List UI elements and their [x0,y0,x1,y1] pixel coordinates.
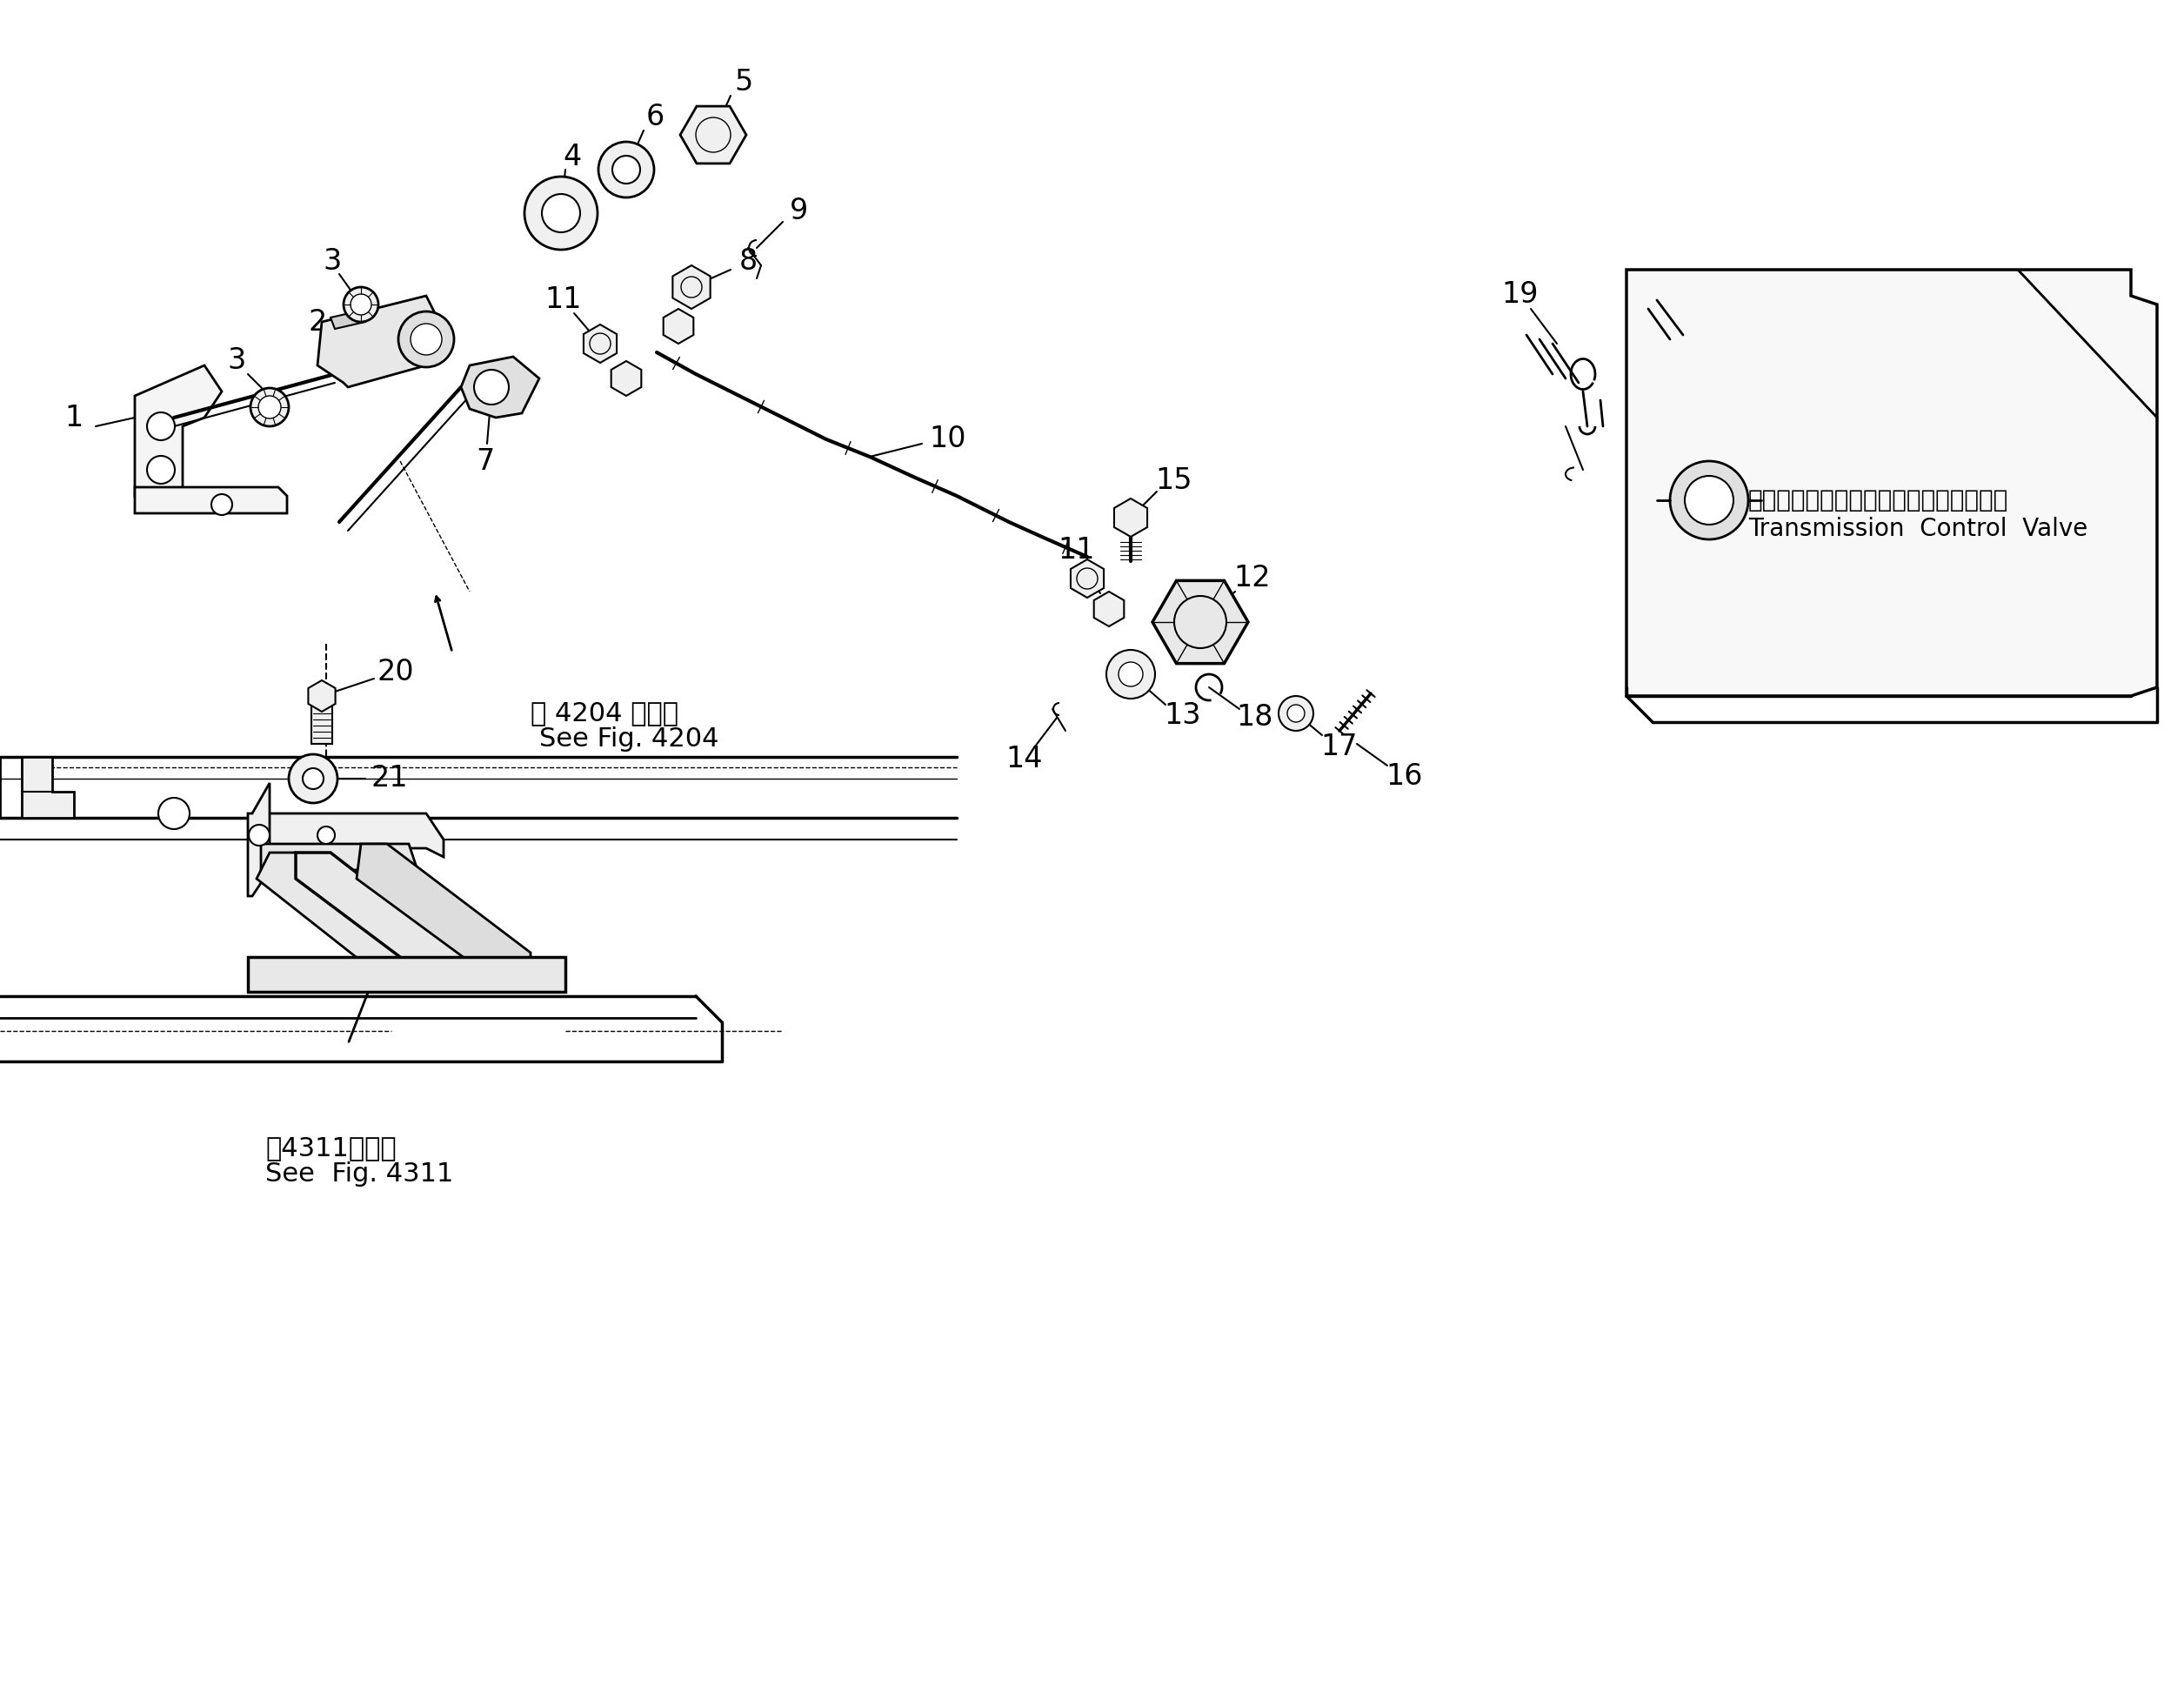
Circle shape [249,824,269,845]
Text: 4: 4 [563,142,581,171]
Polygon shape [330,310,365,328]
Bar [312,696,332,743]
Polygon shape [1114,498,1147,537]
Polygon shape [461,357,539,418]
Circle shape [1671,460,1747,540]
Polygon shape [256,853,435,992]
Text: 6: 6 [646,103,664,132]
Polygon shape [1627,269,2158,696]
Text: トランスミッションコントロールバルブ: トランスミッションコントロールバルブ [1747,488,2009,513]
Circle shape [542,195,581,232]
Text: 17: 17 [1321,731,1358,760]
Circle shape [349,295,371,315]
Circle shape [258,396,282,418]
Polygon shape [1094,591,1125,626]
Circle shape [212,494,232,515]
Text: 10: 10 [930,425,968,454]
Text: 1: 1 [66,403,83,432]
Text: 9: 9 [788,196,808,225]
Circle shape [1118,662,1142,686]
Circle shape [397,312,454,367]
Polygon shape [249,957,566,992]
Text: 14: 14 [1007,745,1044,774]
Text: 16: 16 [1387,762,1424,791]
Text: 8: 8 [738,247,758,276]
Text: See Fig. 4204: See Fig. 4204 [539,726,719,752]
Text: 20: 20 [378,657,415,686]
Text: 12: 12 [1234,564,1271,593]
Polygon shape [1070,559,1103,598]
Circle shape [1278,696,1313,731]
Circle shape [524,176,598,249]
Circle shape [251,388,288,427]
Circle shape [474,369,509,405]
Circle shape [343,288,378,322]
Text: 11: 11 [546,286,583,315]
Text: See  Fig. 4311: See Fig. 4311 [264,1161,454,1187]
Polygon shape [251,813,443,857]
Polygon shape [356,843,531,987]
Circle shape [157,797,190,830]
Polygon shape [317,296,443,388]
Polygon shape [612,361,642,396]
Text: 19: 19 [1503,279,1540,308]
Circle shape [1107,650,1155,699]
Text: 第 4204 図参照: 第 4204 図参照 [531,701,679,726]
Polygon shape [135,366,223,496]
Circle shape [612,156,640,183]
Circle shape [317,826,334,843]
Polygon shape [583,325,616,362]
Polygon shape [22,757,74,818]
Circle shape [146,455,175,484]
Text: 11: 11 [1059,535,1094,564]
Text: 2: 2 [308,308,328,337]
Polygon shape [295,853,465,984]
Polygon shape [135,488,286,513]
Circle shape [598,142,653,198]
Text: 5: 5 [734,68,753,97]
Circle shape [304,769,323,789]
Text: 3: 3 [323,247,341,276]
Polygon shape [679,107,747,164]
Text: 15: 15 [1155,466,1192,494]
Text: 7: 7 [476,447,494,476]
Polygon shape [673,266,710,308]
Circle shape [1286,704,1304,723]
Polygon shape [260,843,417,870]
Circle shape [1684,476,1734,525]
Text: 21: 21 [371,764,408,792]
Circle shape [411,323,441,356]
Text: 18: 18 [1236,703,1273,731]
Polygon shape [664,308,695,344]
Text: 第4311図参照: 第4311図参照 [264,1136,395,1161]
Circle shape [146,413,175,440]
Polygon shape [1153,581,1247,664]
Text: 13: 13 [1164,701,1201,730]
Polygon shape [249,782,269,896]
Polygon shape [308,681,336,711]
Text: Transmission  Control  Valve: Transmission Control Valve [1747,516,2088,542]
Circle shape [288,755,339,802]
Text: 3: 3 [227,347,247,376]
